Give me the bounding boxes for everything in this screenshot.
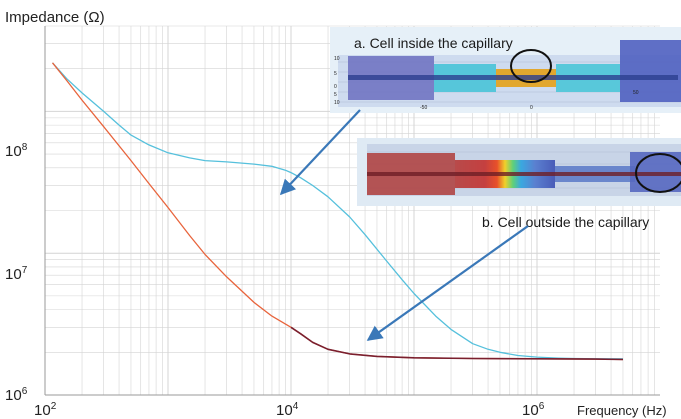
inset-a-cell-circle <box>510 49 552 83</box>
series-group <box>51 62 624 361</box>
inset-a-tick: 10 <box>334 100 340 106</box>
series-line-cell-inside <box>52 62 623 360</box>
inset-a-caption: a. Cell inside the capillary <box>354 35 513 51</box>
x-tick-label-1e4: 104 <box>276 401 299 419</box>
y-tick-label-1e6: 106 <box>5 386 28 404</box>
y-tick-label-1e7: 107 <box>5 265 28 283</box>
inset-b-cell-circle <box>635 153 681 193</box>
annotation-arrow-b <box>366 225 529 341</box>
series-line-overlay <box>290 326 624 361</box>
inset-a-tick: 10 <box>334 56 340 62</box>
inset-a-tick: -50 <box>420 105 427 111</box>
inset-a-tick: 50 <box>633 90 639 96</box>
inset-a-tick: 0 <box>334 84 337 90</box>
inset-a-simulation-image: 10 5 0 5 10 -50 0 50 a. Cell inside the … <box>330 27 681 113</box>
inset-a-tick: 5 <box>334 71 337 77</box>
y-tick-label-1e8: 108 <box>5 142 28 160</box>
inset-b-simulation-image: b. Cell outside the capillary <box>357 138 681 230</box>
x-axis-title: Frequency (Hz) <box>577 403 667 418</box>
y-axis-title: Impedance (Ω) <box>5 9 105 26</box>
inset-b-caption: b. Cell outside the capillary <box>482 214 649 230</box>
inset-a-tick: 0 <box>530 105 533 111</box>
x-tick-label-1e2: 102 <box>34 401 57 419</box>
annotation-arrow-a <box>279 109 361 196</box>
inset-a-tick: 5 <box>334 92 337 98</box>
x-tick-label-1e6: 106 <box>522 401 545 419</box>
